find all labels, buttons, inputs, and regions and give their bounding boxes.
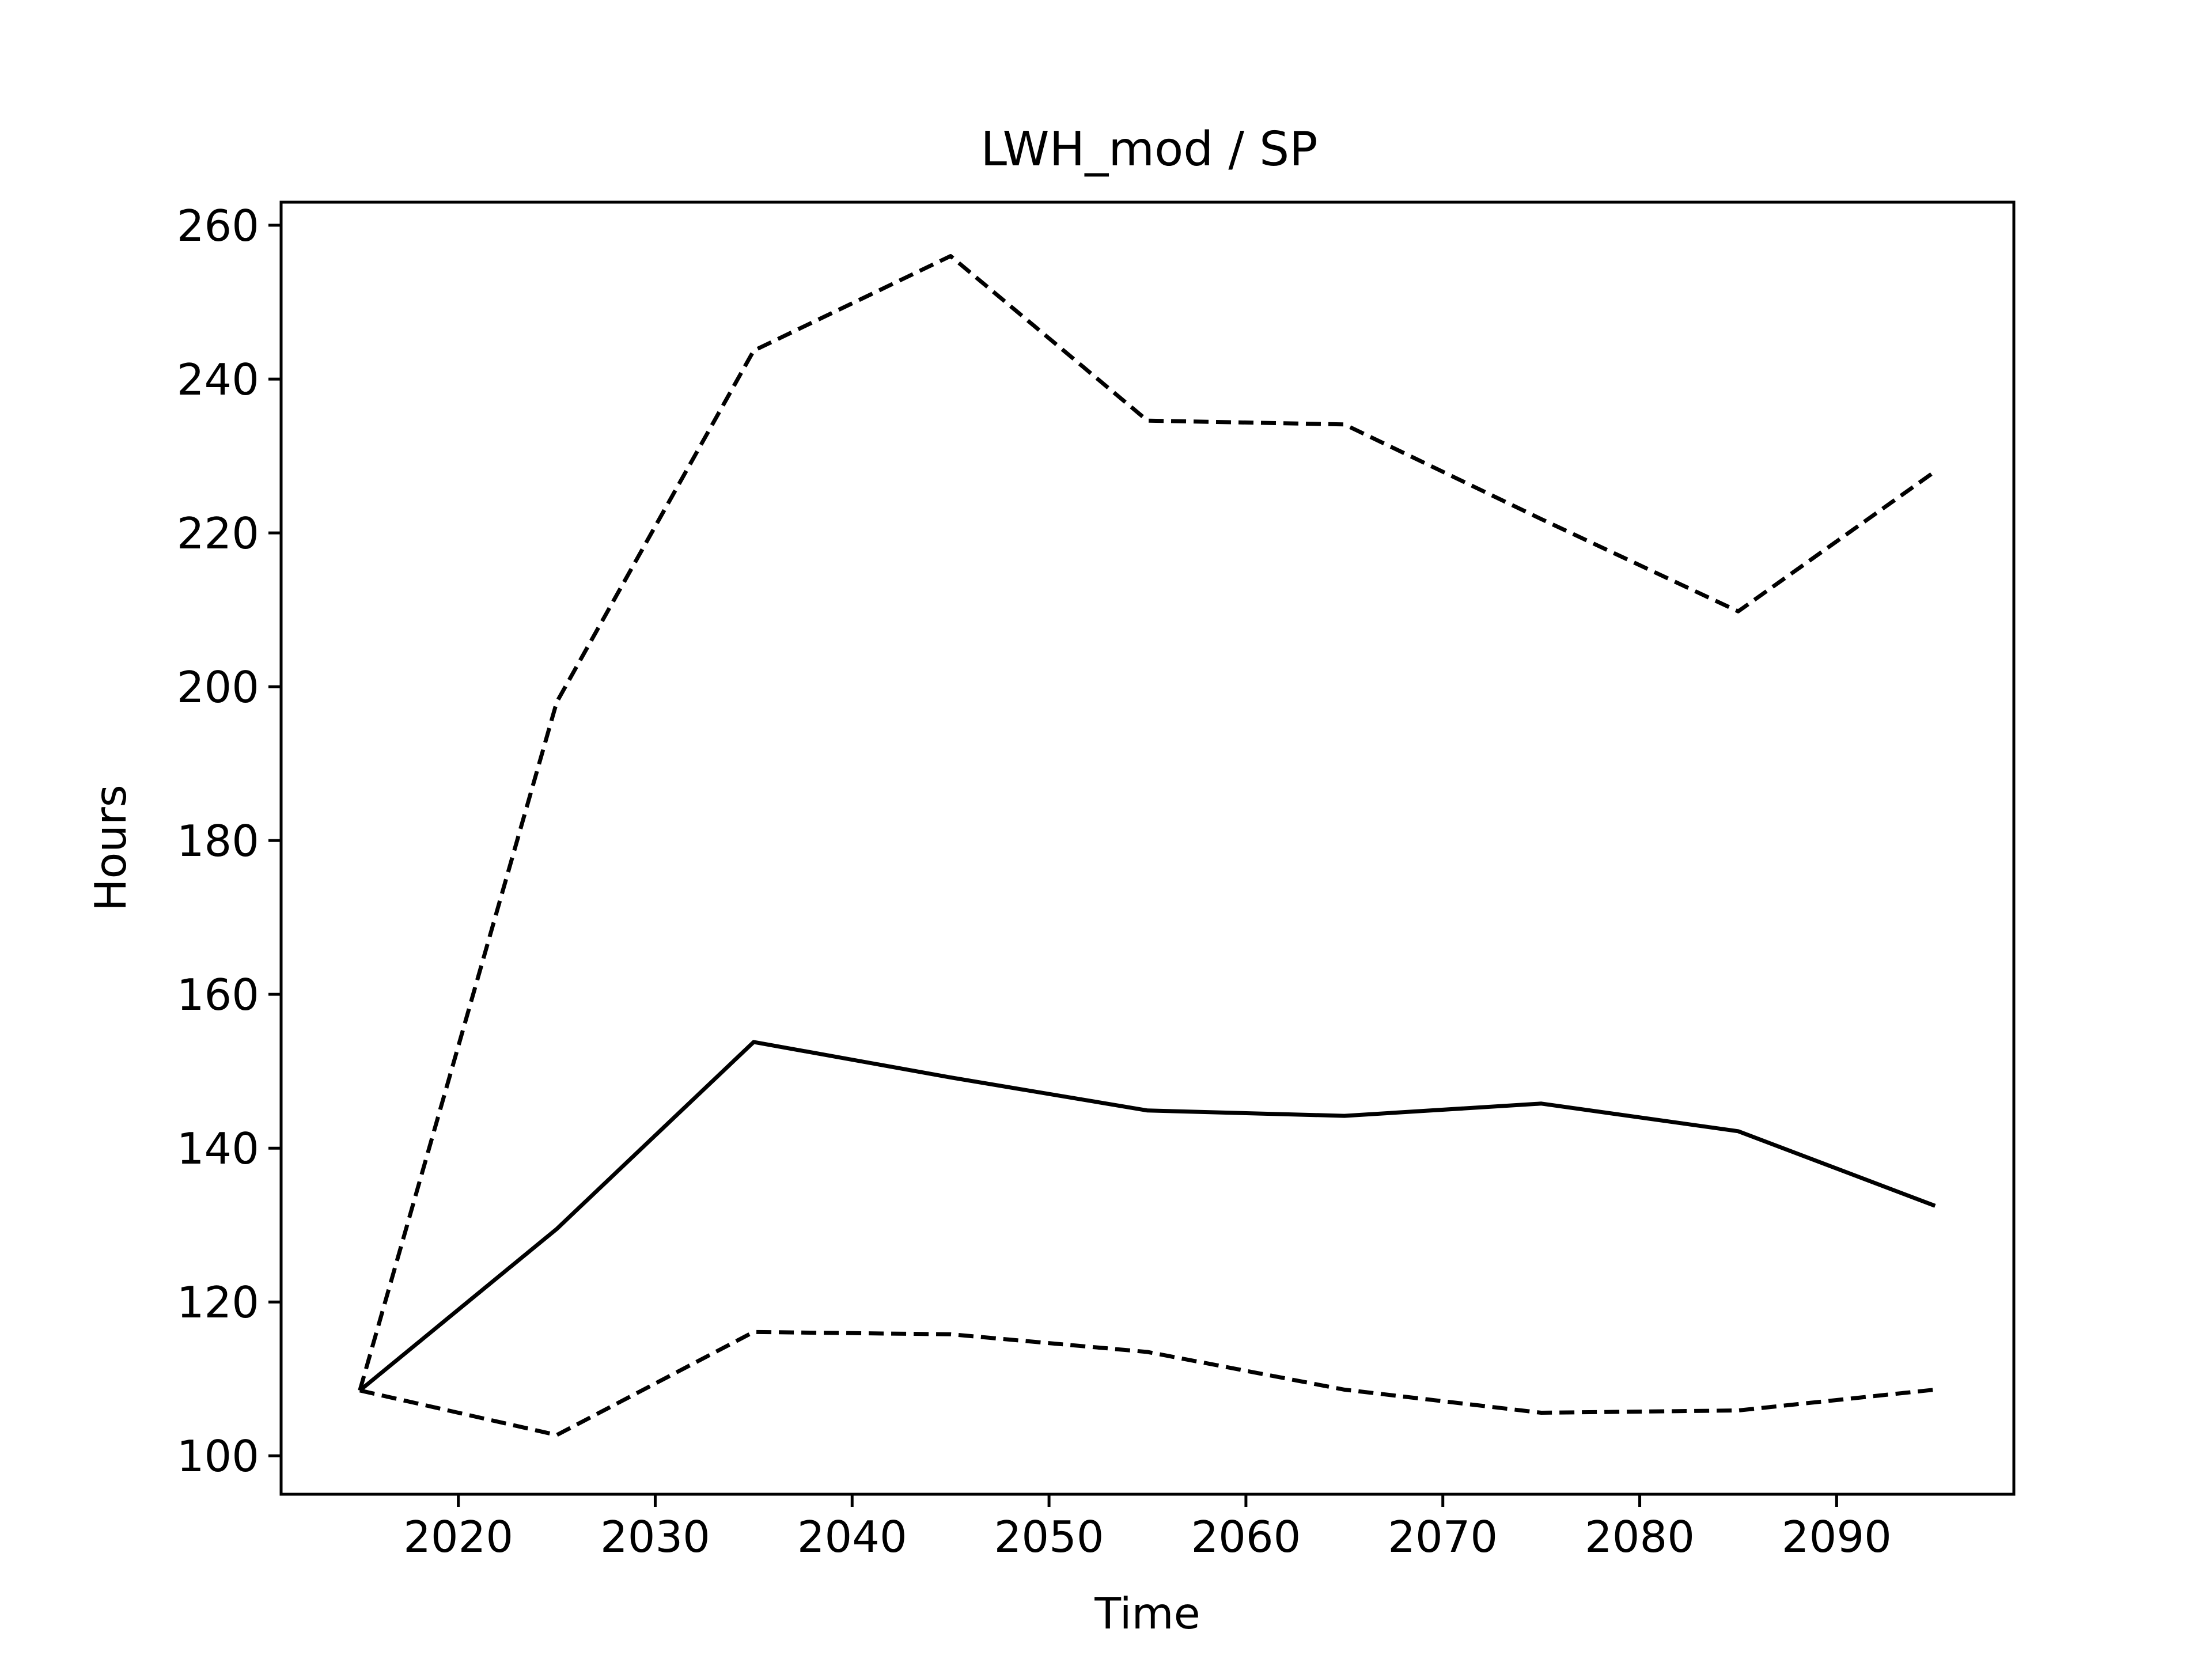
y-tick-label: 140 xyxy=(177,1123,259,1174)
y-tick-label: 240 xyxy=(177,354,259,405)
plot-frame xyxy=(279,200,2016,1496)
y-axis-label: Hours xyxy=(85,785,136,911)
x-tick-label: 2050 xyxy=(994,1512,1104,1562)
x-tick-label: 2020 xyxy=(403,1512,513,1562)
x-tick-label: 2090 xyxy=(1782,1512,1892,1562)
series-line-3 xyxy=(359,1330,1936,1437)
y-axis: 100 120 140 160 180 200 220 240 260 xyxy=(177,200,281,1482)
y-tick-label: 180 xyxy=(177,816,259,866)
y-tick-label: 200 xyxy=(177,662,259,713)
y-tick-label: 260 xyxy=(177,200,259,251)
x-tick-label: 2080 xyxy=(1585,1512,1695,1562)
y-tick-label: 100 xyxy=(177,1431,259,1482)
series-line-1 xyxy=(358,1040,1936,1392)
x-tick-label: 2060 xyxy=(1191,1512,1301,1562)
y-tick-label: 220 xyxy=(177,508,259,559)
y-tick-label: 120 xyxy=(177,1277,259,1328)
x-tick-label: 2040 xyxy=(797,1512,907,1562)
chart-title: LWH_mod / SP xyxy=(980,122,1317,177)
x-axis-label: Time xyxy=(1094,1588,1200,1639)
series-layer xyxy=(358,254,1937,1437)
x-tick-label: 2030 xyxy=(600,1512,710,1562)
x-axis: 2020 2030 2040 2050 2060 2070 2080 2090 xyxy=(403,1494,1892,1562)
y-tick-label: 160 xyxy=(177,969,259,1020)
x-tick-label: 2070 xyxy=(1388,1512,1498,1562)
